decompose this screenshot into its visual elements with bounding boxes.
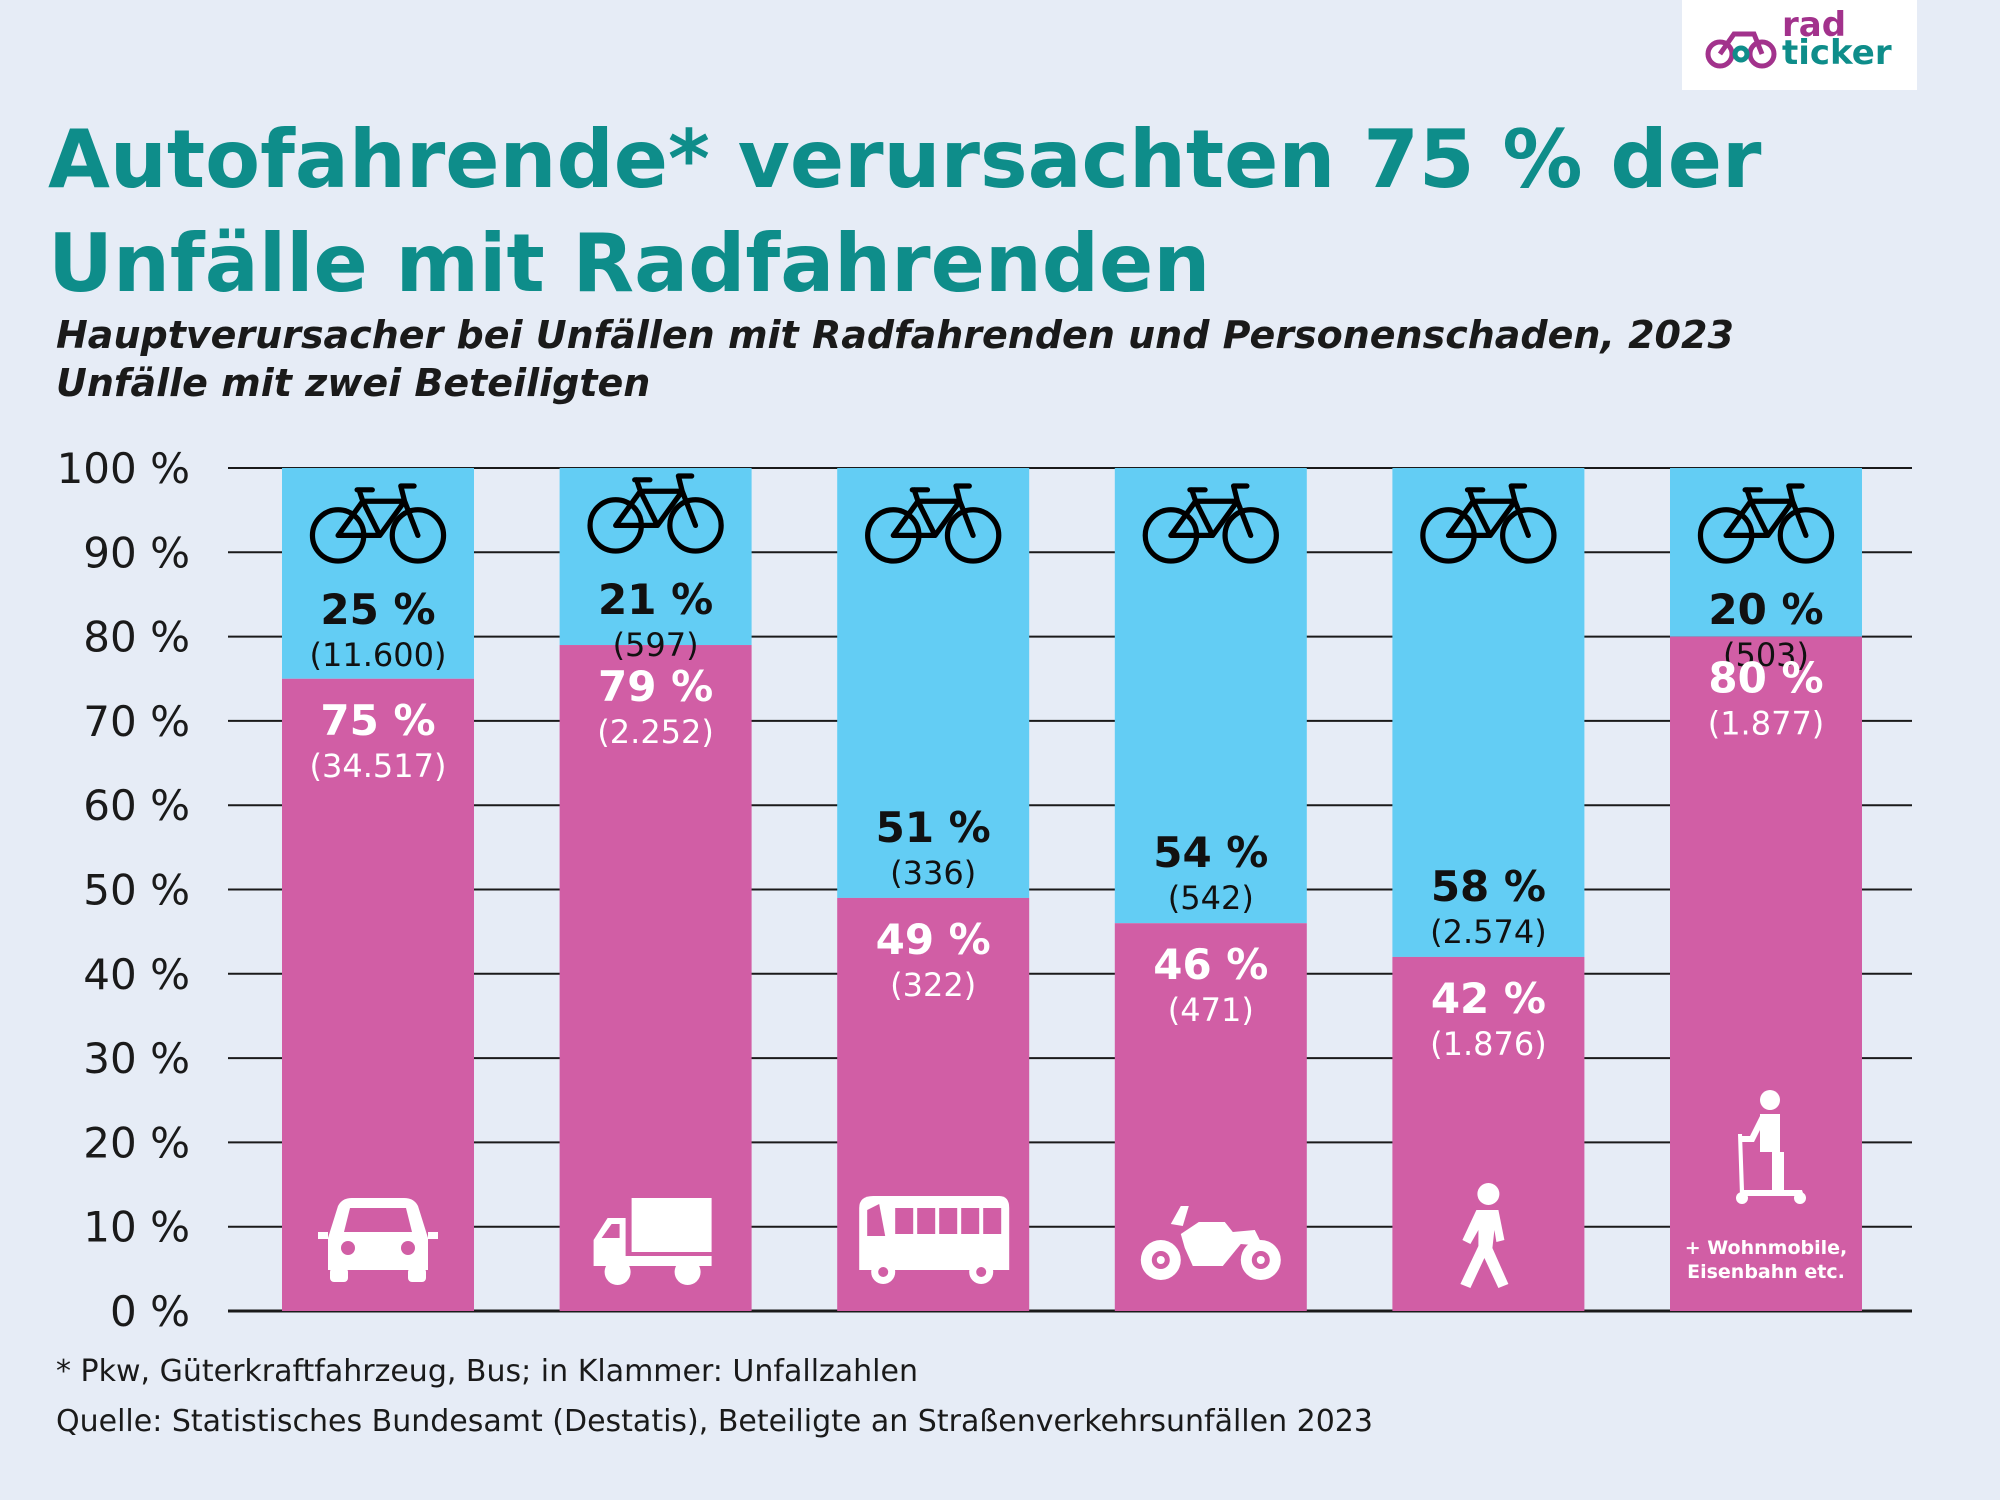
other-count-label: (322) <box>890 966 976 1004</box>
other-pct-label: 75 % <box>320 696 435 745</box>
cyclist-count-label: (2.574) <box>1430 913 1547 951</box>
bar-group: 58 %(2.574) 42 %(1.876) <box>1392 468 1585 1311</box>
other-count-label: (471) <box>1168 991 1254 1029</box>
radticker-logo: rad ticker <box>1682 0 1917 90</box>
y-tick-label: 50 % <box>83 866 190 915</box>
bicycle-icon <box>309 483 447 564</box>
cyclist-pct-label: 25 % <box>320 585 435 634</box>
other-pct-label: 79 % <box>598 662 713 711</box>
cyclist-pct-label: 20 % <box>1708 585 1823 634</box>
cyclist-count-label: (597) <box>613 626 699 664</box>
icon-note-label-2: Eisenbahn etc. <box>1687 1261 1845 1283</box>
bar-group: 54 %(542) 46 %(471) <box>1114 468 1307 1311</box>
other-pct-label: 42 % <box>1431 974 1546 1023</box>
y-tick-label: 30 % <box>83 1034 190 1083</box>
cyclist-count-label: (542) <box>1168 879 1254 917</box>
y-tick-label: 0 % <box>110 1287 190 1330</box>
bar-segment-other <box>1670 636 1862 1311</box>
bar-group: 20 %(503)80 %(1.877) + Wohnmobile,Eisenba… <box>1670 468 1862 1311</box>
cyclist-pct-label: 54 % <box>1153 828 1268 877</box>
cyclist-pct-label: 58 % <box>1431 862 1546 911</box>
logo-text-rad: rad <box>1782 5 1847 45</box>
y-tick-label: 70 % <box>83 697 190 746</box>
other-count-label: (2.252) <box>597 713 714 751</box>
other-count-label: (34.517) <box>310 747 447 785</box>
cyclist-pct-label: 51 % <box>876 803 991 852</box>
other-count-label: (1.876) <box>1430 1025 1547 1063</box>
bicycle-icon <box>1142 483 1279 564</box>
other-pct-label: 80 % <box>1708 654 1823 703</box>
y-tick-label: 60 % <box>83 781 190 830</box>
logo-text-ticker: ticker <box>1782 33 1892 73</box>
bar-group: 51 %(336) 49 %(322) <box>837 468 1030 1311</box>
bicycle-icon <box>1697 483 1835 564</box>
cyclist-pct-label: 21 % <box>598 575 713 624</box>
source-note: Quelle: Statistisches Bundesamt (Destati… <box>56 1404 1373 1439</box>
bar-group: 21 %(597)79 %(2.252) <box>559 468 752 1311</box>
chart-subtitle-2: Unfälle mit zwei Beteiligten <box>56 361 651 405</box>
icon-note-label: + Wohnmobile, <box>1685 1237 1848 1259</box>
bicycle-icon <box>1420 483 1557 564</box>
motorcycle-icon <box>1140 1206 1281 1280</box>
y-tick-label: 20 % <box>83 1118 190 1167</box>
y-tick-label: 90 % <box>83 528 190 577</box>
other-pct-label: 46 % <box>1153 940 1268 989</box>
scooter-icon <box>1736 1090 1806 1204</box>
cyclist-count-label: (503) <box>1723 636 1809 674</box>
bicycle-icon <box>865 483 1002 564</box>
other-pct-label: 49 % <box>876 915 991 964</box>
cyclist-count-label: (336) <box>890 854 976 892</box>
cyclist-count-label: (11.600) <box>310 636 447 674</box>
car-icon <box>318 1198 438 1282</box>
bicycle-icon <box>587 473 724 554</box>
pedestrian-icon <box>1460 1183 1509 1288</box>
bar-segment-cyclist <box>1670 468 1862 637</box>
y-tick-label: 80 % <box>83 613 190 662</box>
y-tick-label: 40 % <box>83 950 190 999</box>
bus-icon <box>859 1196 1010 1284</box>
other-count-label: (1.877) <box>1708 705 1825 743</box>
truck-icon <box>593 1198 712 1285</box>
stacked-bar-chart: 0 % 10 % 20 % 30 % 40 % 50 % 60 % 70 % 80 % 90 % 1… <box>57 444 1912 1330</box>
chart-subtitle: Hauptverursacher bei Unfällen mit Radfah… <box>56 313 1734 357</box>
y-tick-label: 10 % <box>83 1203 190 1252</box>
footnote: * Pkw, Güterkraftfahrzeug, Bus; in Klamm… <box>56 1354 918 1389</box>
bar-segment-cyclist <box>559 468 752 646</box>
y-tick-label: 100 % <box>57 444 190 493</box>
bar-group: 25 %(11.600) 75 %(34.517) <box>282 468 474 1311</box>
chart-title: Autofahrende* verursachten 75 % der Unfä… <box>48 113 1762 310</box>
bicycle-logo-icon <box>1705 31 1777 69</box>
